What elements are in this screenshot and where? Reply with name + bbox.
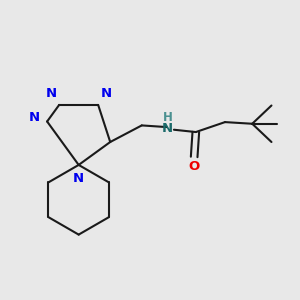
Text: N: N bbox=[28, 111, 39, 124]
Text: O: O bbox=[188, 160, 200, 173]
Text: N: N bbox=[73, 172, 84, 185]
Text: N: N bbox=[162, 122, 173, 135]
Text: N: N bbox=[45, 87, 56, 100]
Text: H: H bbox=[163, 111, 173, 124]
Text: N: N bbox=[101, 87, 112, 100]
